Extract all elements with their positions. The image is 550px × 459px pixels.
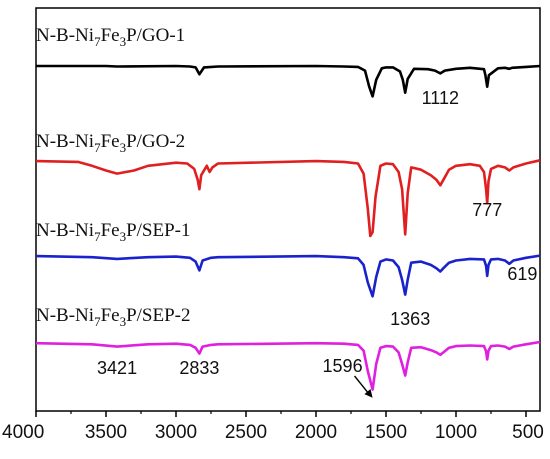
annotation-1596: 1596 <box>323 356 363 376</box>
x-tick-label-500: 500 <box>512 422 544 443</box>
x-tick-label-3000: 3000 <box>155 422 197 443</box>
x-tick-label-2500: 2500 <box>225 422 267 443</box>
annotation-777: 777 <box>472 200 502 220</box>
x-tick-label-4000: 4000 <box>2 422 44 443</box>
annotation-1363: 1363 <box>390 309 430 329</box>
annotation-arrow-head <box>364 389 373 398</box>
x-tick-label-3500: 3500 <box>85 422 127 443</box>
series-line-3 <box>35 254 541 298</box>
plot-frame <box>35 7 541 412</box>
series-label-1: N-B-Ni7Fe3P/GO-1 <box>36 25 185 49</box>
traces-group <box>35 64 541 391</box>
annotations-group: 1112 777 619 1363 3421 2833 1596 <box>97 88 537 398</box>
series-labels-group: N-B-Ni7Fe3P/GO-1 N-B-Ni7Fe3P/GO-2 N-B-Ni7F… <box>36 25 190 329</box>
x-axis: 4000 3500 3000 2500 2000 1500 1000 500 <box>2 411 544 443</box>
x-tick-label-1500: 1500 <box>365 422 407 443</box>
annotation-arrow-line <box>354 375 371 396</box>
series-line-2 <box>35 159 541 238</box>
series-label-2: N-B-Ni7Fe3P/GO-2 <box>36 131 185 155</box>
series-label-4: N-B-Ni7Fe3P/SEP-2 <box>36 305 190 329</box>
annotation-3421: 3421 <box>97 358 137 378</box>
x-tick-label-2000: 2000 <box>295 422 337 443</box>
series-label-3: N-B-Ni7Fe3P/SEP-1 <box>36 220 190 244</box>
annotation-1112: 1112 <box>422 88 459 108</box>
annotation-2833: 2833 <box>179 358 219 378</box>
series-line-1 <box>36 64 541 98</box>
annotation-619: 619 <box>507 264 537 284</box>
series-line-4 <box>35 340 541 391</box>
x-tick-label-1000: 1000 <box>435 422 477 443</box>
